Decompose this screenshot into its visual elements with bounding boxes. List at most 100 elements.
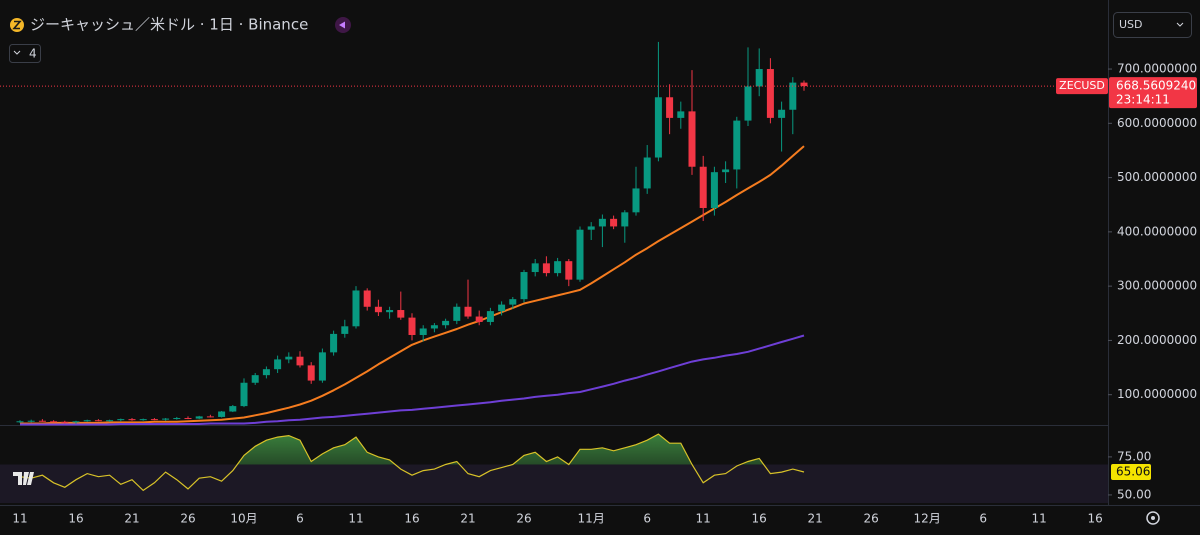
chart-title: ジーキャッシュ／米ドル · 1日 · Binance [30, 16, 308, 34]
price-tag-box [1109, 77, 1197, 109]
candle-body [83, 420, 91, 422]
chevron [1176, 22, 1184, 27]
candle-body [173, 418, 181, 420]
x-tick-label: 11 [348, 512, 363, 526]
rsi-pane: 75.00 50.00 65.06 [0, 433, 1151, 503]
candle-body [699, 166, 707, 208]
x-tick-label: 21 [460, 512, 475, 526]
candle-body [710, 172, 718, 208]
gear-icon [1151, 516, 1155, 520]
candle-body [16, 421, 24, 423]
candle-body [318, 352, 326, 381]
candle-body [162, 418, 170, 420]
currency-select[interactable]: USD [1113, 12, 1192, 38]
candle-body [106, 420, 114, 422]
currency-box [1113, 12, 1192, 38]
candle-body [38, 420, 46, 422]
candle-body [206, 416, 214, 418]
candle-body [150, 419, 158, 421]
x-tick-label: 21 [124, 512, 139, 526]
rsi-line [19, 433, 805, 492]
candle-body [285, 356, 293, 360]
settings-button[interactable] [1146, 511, 1160, 525]
coin-icon [12, 20, 22, 30]
candle-body [520, 272, 528, 300]
candle-body [643, 157, 651, 189]
candle-body [262, 369, 270, 376]
candle-body [374, 306, 382, 313]
candle-body [251, 375, 259, 383]
candle-body [184, 418, 192, 420]
rsi-band [0, 464, 1108, 503]
share-icon[interactable] [335, 17, 351, 33]
countdown: 23:14:11 [1116, 93, 1170, 107]
tv-logo [13, 472, 34, 485]
candle-body [677, 111, 685, 118]
y-tick-label: 500.0000000 [1117, 170, 1197, 184]
candle-body [587, 226, 595, 230]
candle-body [229, 406, 237, 412]
rsi-tag-box [1111, 464, 1151, 481]
indicator-toggle[interactable]: 4 [9, 44, 41, 63]
candle-body [50, 421, 58, 423]
x-tick-label: 26 [516, 512, 531, 526]
x-tick-label: 11月 [578, 512, 605, 526]
candle-body [554, 261, 562, 274]
candle-body [195, 416, 203, 419]
x-tick-label: 16 [752, 512, 767, 526]
candle-body [61, 421, 69, 423]
rsi-tag: 65.06 [1116, 465, 1150, 479]
x-tick-label: 16 [404, 512, 419, 526]
indicator-toggle-box [9, 44, 41, 63]
candle-body [722, 169, 730, 173]
gear-icon [1146, 511, 1160, 525]
candle-body [330, 333, 338, 353]
candle-body [486, 311, 494, 322]
candle-body [733, 120, 741, 170]
x-tick-label: 26 [864, 512, 879, 526]
y-tick-label: 600.0000000 [1117, 116, 1197, 130]
x-tick-label: 6 [979, 512, 987, 526]
candle-body [542, 263, 550, 274]
candle-body [240, 382, 248, 407]
indicator-count: 4 [29, 47, 37, 61]
candle-body [397, 310, 405, 318]
line [20, 145, 805, 425]
candle-body [274, 359, 282, 370]
rsi-overbought-fill [237, 434, 764, 465]
candle-body [632, 188, 640, 213]
candle-body [666, 97, 674, 118]
candle-body [72, 421, 80, 423]
candle-body [363, 290, 371, 307]
x-tick-label: 6 [296, 512, 304, 526]
candle-body [744, 86, 752, 121]
x-tick-label: 21 [808, 512, 823, 526]
x-tick-label: 6 [643, 512, 651, 526]
candle-body [453, 306, 461, 321]
y-tick-label: 50.00 [1117, 487, 1151, 501]
x-tick-label: 16 [1088, 512, 1103, 526]
candle-body [565, 261, 573, 280]
candle-body [778, 109, 786, 118]
x-tick-label: 11 [1032, 512, 1047, 526]
candle-body [419, 328, 427, 335]
candle-body [598, 218, 606, 227]
candle-body [27, 420, 35, 422]
candle-body [408, 317, 416, 335]
candle-body [654, 97, 662, 158]
candle-body [610, 218, 618, 227]
chevron [13, 50, 21, 55]
candle-body [789, 82, 797, 110]
candle-body [442, 320, 450, 326]
candle-body [576, 229, 584, 280]
candle-body [621, 212, 629, 227]
x-tick-label: 26 [180, 512, 195, 526]
candle-body [498, 304, 506, 312]
candle-body [464, 306, 472, 317]
candle-body [139, 419, 147, 421]
candle-body [296, 356, 304, 366]
x-tick-label: 16 [68, 512, 83, 526]
candle-body [800, 82, 808, 87]
